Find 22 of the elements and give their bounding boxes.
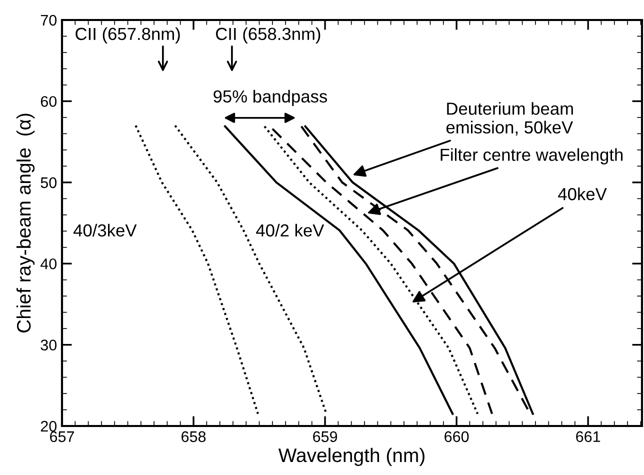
y-tick-label: 30 [40,340,57,350]
annotation: 40keV [558,188,607,200]
x-tick-label: 658 [182,431,206,442]
y-tick-label: 40 [40,258,57,270]
y-tick-label: 50 [40,177,57,188]
annotation: 40/3keV [73,224,137,237]
x-tick-label: 661 [576,431,600,442]
annotation: CII (657.8nm) [76,27,180,44]
y-tick-label: 60 [40,96,57,107]
annotation: 40/2 keV [256,224,324,237]
x-tick-label: 660 [444,431,469,442]
x-tick-label: 659 [313,431,338,442]
annotation: Deuterium beam emission, 50keV [446,102,574,136]
annotation: 95% bandpass [214,90,328,106]
x-axis-title: Wavelength (nm) [278,448,424,466]
annotation: CII (658.3nm) [216,27,320,44]
line-series [174,124,328,415]
y-tick-label: 70 [40,14,57,26]
y-tick-label: 20 [40,420,57,432]
y-axis-title: Chief ray-beam angle (α) [16,114,35,332]
annotation: Filter centre wavelength [440,148,623,164]
x-tick-label: 657 [50,431,74,442]
